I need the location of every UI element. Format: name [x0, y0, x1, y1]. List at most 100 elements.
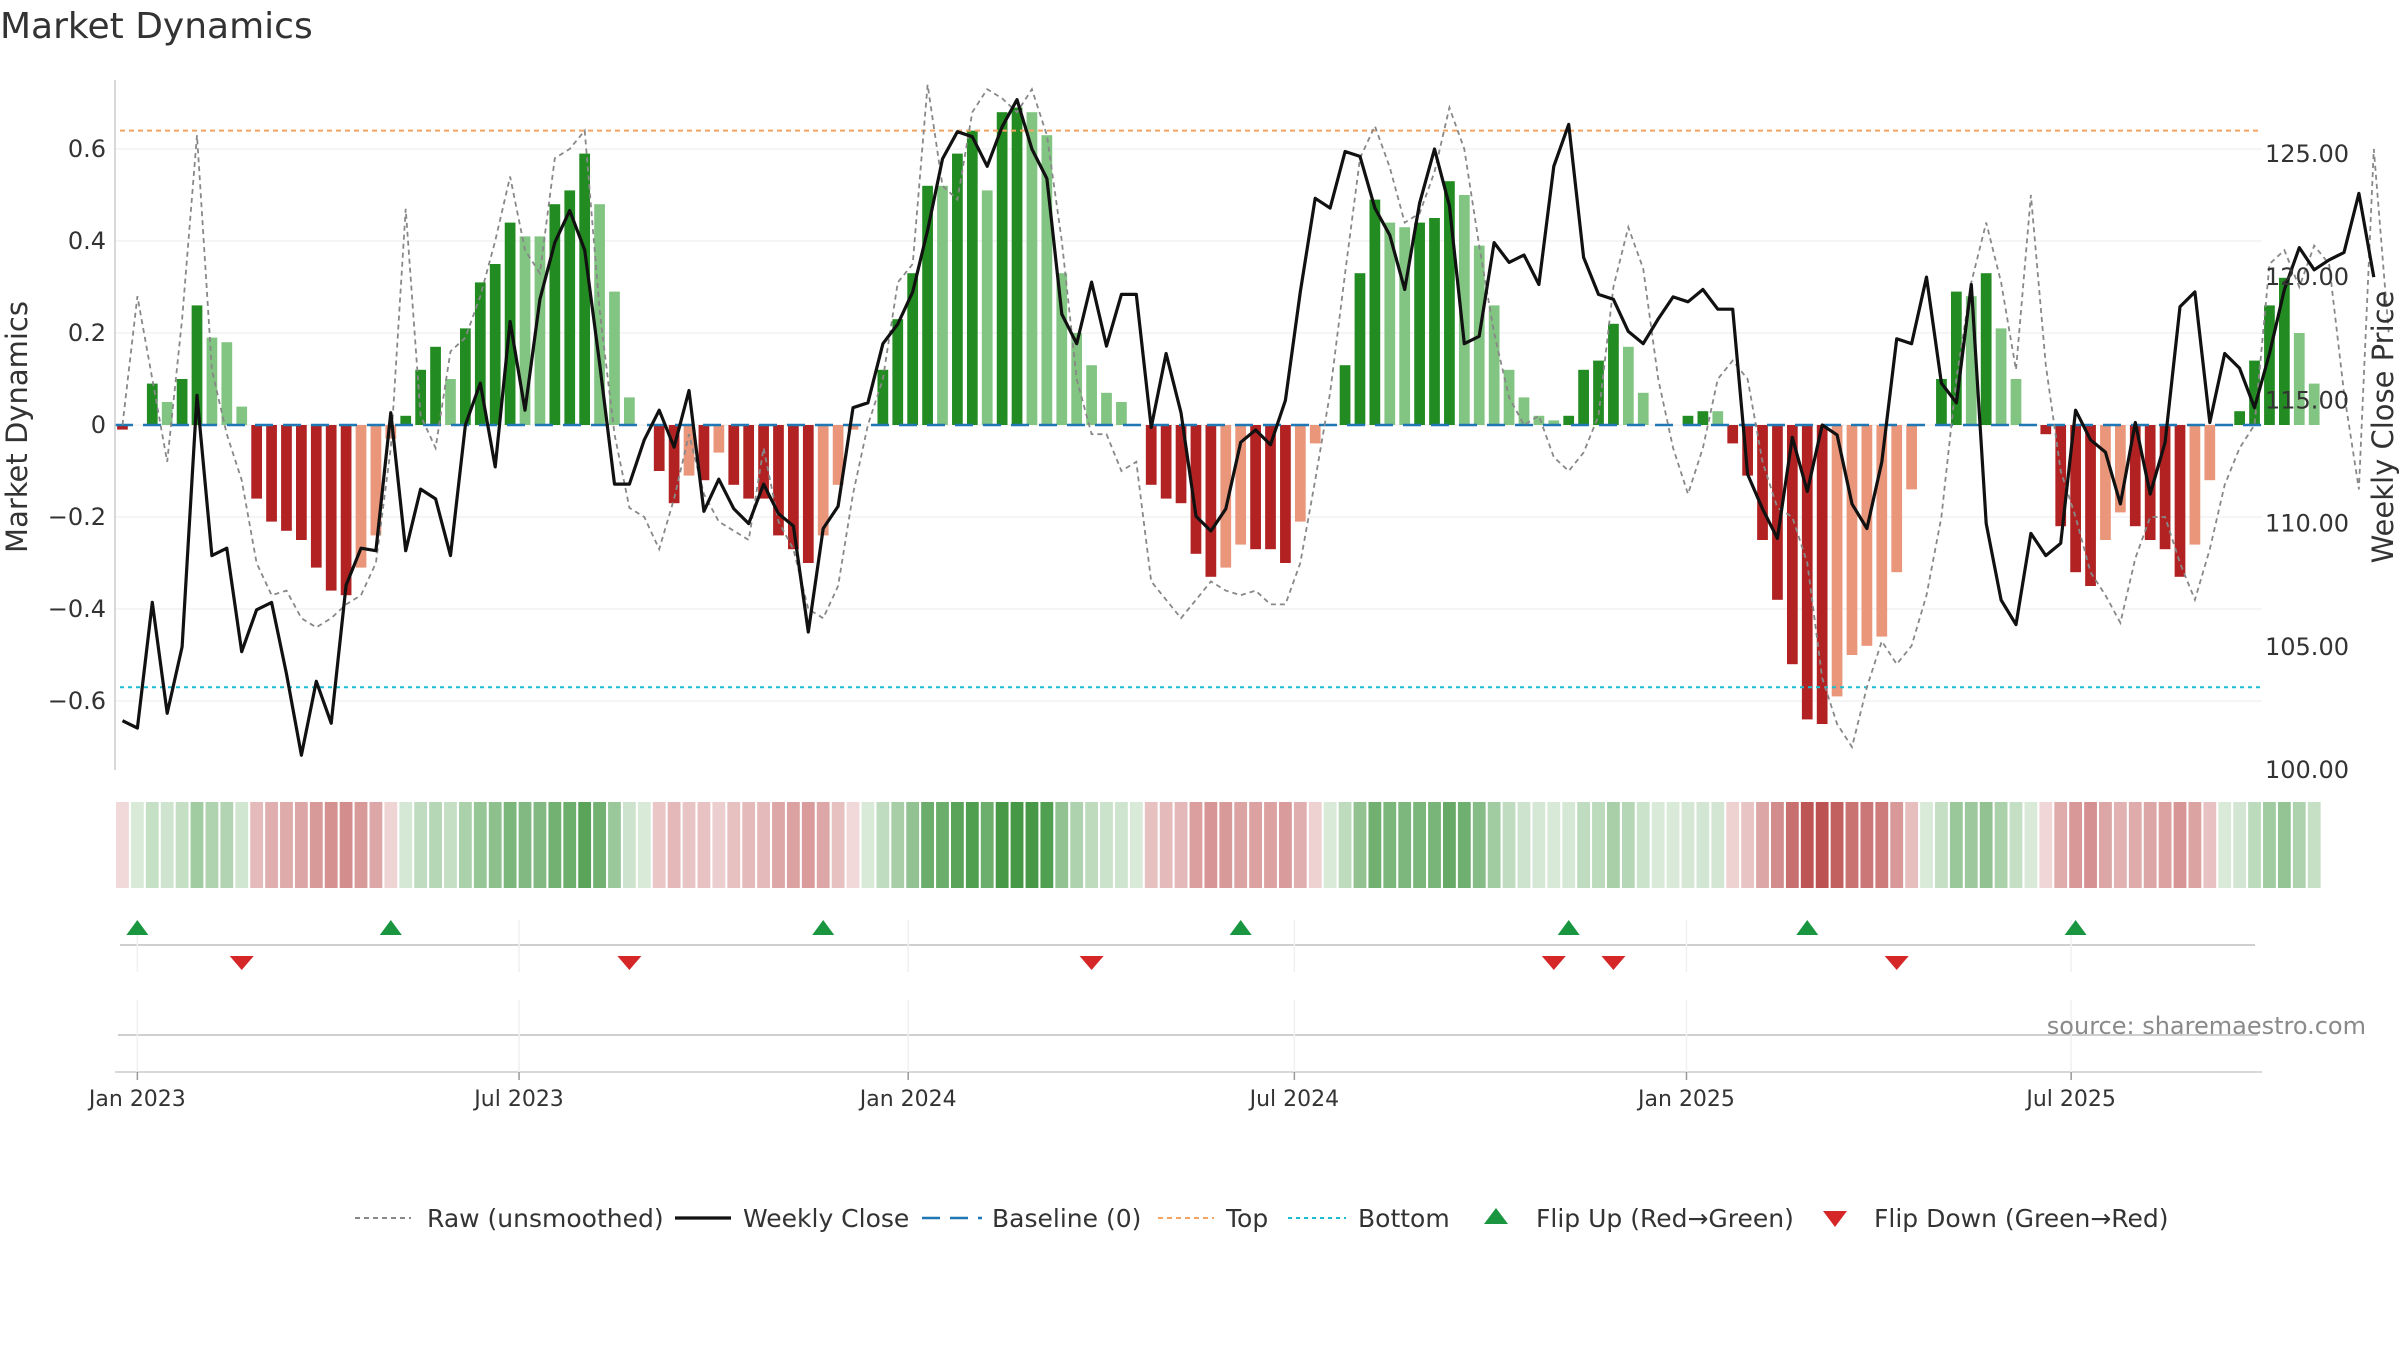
heat-strip-cell [2128, 802, 2142, 888]
momentum-bar [1116, 402, 1127, 425]
momentum-bar [310, 425, 322, 568]
momentum-bar [474, 282, 486, 425]
heat-strip-cell [1905, 802, 1919, 888]
momentum-bar [519, 236, 531, 425]
heat-strip-cell [1234, 802, 1248, 888]
heat-strip-cell [1681, 802, 1695, 888]
momentum-bar [2159, 425, 2171, 550]
momentum-bar [1861, 425, 1873, 646]
momentum-bar [1622, 346, 1634, 425]
source-credit: source: sharemaestro.com [2047, 1012, 2366, 1040]
momentum-bar [2234, 411, 2246, 425]
heat-strip-cell [175, 802, 189, 888]
heat-strip-cell [473, 802, 487, 888]
momentum-bar [847, 425, 859, 430]
x-tick-label: Jan 2025 [1636, 1087, 1735, 1112]
heat-strip-cell [786, 802, 800, 888]
momentum-bar [266, 425, 277, 522]
heat-strip-cell [980, 802, 994, 888]
momentum-bar [892, 319, 904, 425]
heat-strip-cell [369, 802, 383, 888]
momentum-bar [1175, 425, 1187, 504]
heat-strip-cell [1114, 802, 1128, 888]
heat-strip-cell [1741, 802, 1755, 888]
heat-strip-cell [950, 802, 964, 888]
momentum-bar [698, 425, 710, 481]
heat-strip-cell [801, 802, 815, 888]
momentum-bar [534, 236, 546, 425]
momentum-bar [1742, 425, 1753, 476]
momentum-bar [1876, 425, 1888, 637]
momentum-bar [1965, 296, 1977, 425]
momentum-bar [1384, 222, 1396, 425]
heat-strip-cell [891, 802, 905, 888]
momentum-bar [1637, 392, 1649, 425]
momentum-bar [460, 328, 471, 425]
heat-strip-cell [1264, 802, 1277, 888]
momentum-bar [564, 190, 576, 425]
y-tick-left-label: 0 [91, 411, 106, 439]
heat-strip-cell [593, 802, 606, 888]
heat-strip-cell [563, 802, 577, 888]
momentum-bar [624, 397, 635, 425]
heat-strip-cell [2024, 802, 2038, 888]
heat-strip-cell [1204, 802, 1218, 888]
momentum-bar [236, 406, 248, 425]
heat-strip-cell [384, 802, 398, 888]
heat-strip-cell [697, 802, 711, 888]
reference-lines [115, 129, 2262, 689]
heat-strip-cell [727, 802, 741, 888]
heat-strip-cell [1159, 802, 1173, 888]
momentum-bar [1354, 273, 1366, 425]
y-tick-right-label: 110.00 [2265, 510, 2349, 538]
heat-strip-cell [1502, 802, 1516, 888]
heat-strip-cell [742, 802, 756, 888]
heat-strip-cell [936, 802, 949, 888]
momentum-bar [2114, 425, 2126, 513]
chart-title: Market Dynamics [0, 6, 313, 47]
heat-strip-cell [309, 802, 323, 888]
momentum-bar [877, 369, 889, 425]
momentum-bar [445, 379, 456, 425]
heat-strip-cell [2248, 802, 2261, 888]
heat-strip-cell [2069, 802, 2083, 888]
heat-strip-cell [2009, 802, 2023, 888]
heat-strip-cell [145, 802, 159, 888]
momentum-bar [1682, 415, 1694, 425]
momentum-bar [1608, 323, 1619, 425]
heat-strip-cell [1562, 802, 1576, 888]
y-tick-right-label: 105.00 [2265, 633, 2349, 661]
momentum-bar [2100, 425, 2111, 540]
momentum-bar [743, 425, 755, 499]
momentum-bar [206, 337, 218, 425]
momentum-bar [281, 425, 292, 531]
momentum-bar [683, 425, 695, 476]
heat-strip-cell [339, 802, 353, 888]
momentum-bar [549, 204, 561, 425]
flip-down-marker [229, 956, 254, 970]
heat-strip-cell [250, 802, 264, 888]
heat-strip-cell [1070, 802, 1084, 888]
momentum-bar [1488, 305, 1500, 425]
y-tick-right-label: 115.00 [2265, 386, 2349, 414]
momentum-bar [161, 402, 173, 425]
heat-strip-cell [1383, 802, 1397, 888]
heat-strip-cell [2113, 802, 2127, 888]
y-tick-right-label: 125.00 [2265, 140, 2349, 168]
legend-label: Weekly Close [743, 1204, 909, 1233]
heat-strip-cell [2054, 802, 2068, 888]
flip-down-marker [1079, 956, 1104, 970]
momentum-bar [1369, 199, 1381, 425]
heat-strip-cell [1785, 802, 1799, 888]
x-tick-label: Jul 2024 [1248, 1087, 1340, 1112]
flip-up-marker [812, 920, 835, 935]
flip-up-marker [2064, 920, 2087, 935]
heat-strip-cell [1726, 802, 1740, 888]
flip-down-marker [1884, 956, 1909, 970]
heat-strip-cell [1249, 802, 1263, 888]
heat-strip-cell [1100, 802, 1113, 888]
momentum-bar [1563, 415, 1575, 425]
heat-strip-cell [1144, 802, 1158, 888]
heat-strip-cell [652, 802, 666, 888]
